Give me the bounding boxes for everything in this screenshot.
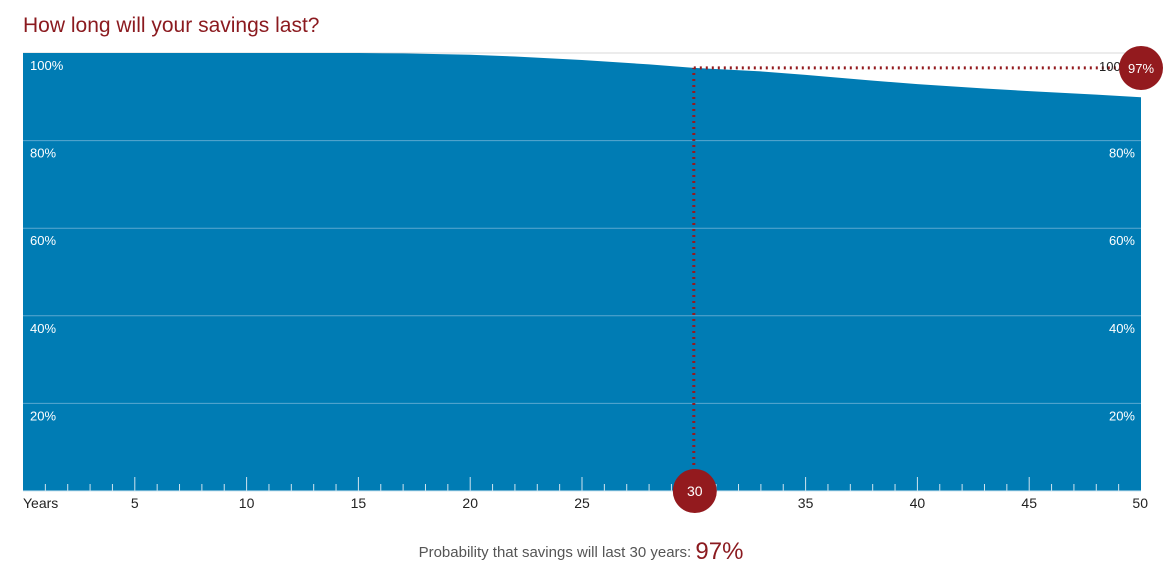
highlight-y-marker <box>1119 46 1163 90</box>
y-tick-label-right: 40% <box>1109 321 1135 336</box>
highlight-x-label: 30 <box>687 483 703 499</box>
y-tick-label-left: 80% <box>30 146 56 161</box>
survival-area <box>23 53 1141 491</box>
x-tick-label: 20 <box>462 495 478 511</box>
probability-summary: Probability that savings will last 30 ye… <box>0 538 1162 566</box>
probability-text: Probability that savings will last 30 ye… <box>418 544 692 561</box>
highlight-x-marker <box>672 469 717 513</box>
y-tick-label-right: 60% <box>1109 233 1135 248</box>
y-tick-label-left: 100% <box>30 58 64 73</box>
y-tick-label-left: 20% <box>30 408 56 423</box>
probability-value: 97% <box>695 538 744 565</box>
y-tick-label-right: 80% <box>1109 146 1135 161</box>
x-tick-label: 10 <box>239 495 255 511</box>
x-tick-label: 45 <box>1021 495 1037 511</box>
y-tick-label-right: 20% <box>1109 408 1135 423</box>
x-tick-label: 50 <box>1132 495 1148 511</box>
chart-title: How long will your savings last? <box>23 14 320 37</box>
y-tick-label-right-top: 100 <box>1099 59 1121 74</box>
x-tick-label: 25 <box>574 495 590 511</box>
y-tick-label-left: 40% <box>30 321 56 336</box>
highlight-y-label: 97% <box>1128 61 1154 76</box>
x-axis-label: Years <box>23 495 58 511</box>
x-tick-label: 15 <box>351 495 367 511</box>
x-tick-label: 40 <box>910 495 926 511</box>
y-tick-label-left: 60% <box>30 233 56 248</box>
x-tick-label: 5 <box>131 495 139 511</box>
x-tick-label: 35 <box>798 495 814 511</box>
